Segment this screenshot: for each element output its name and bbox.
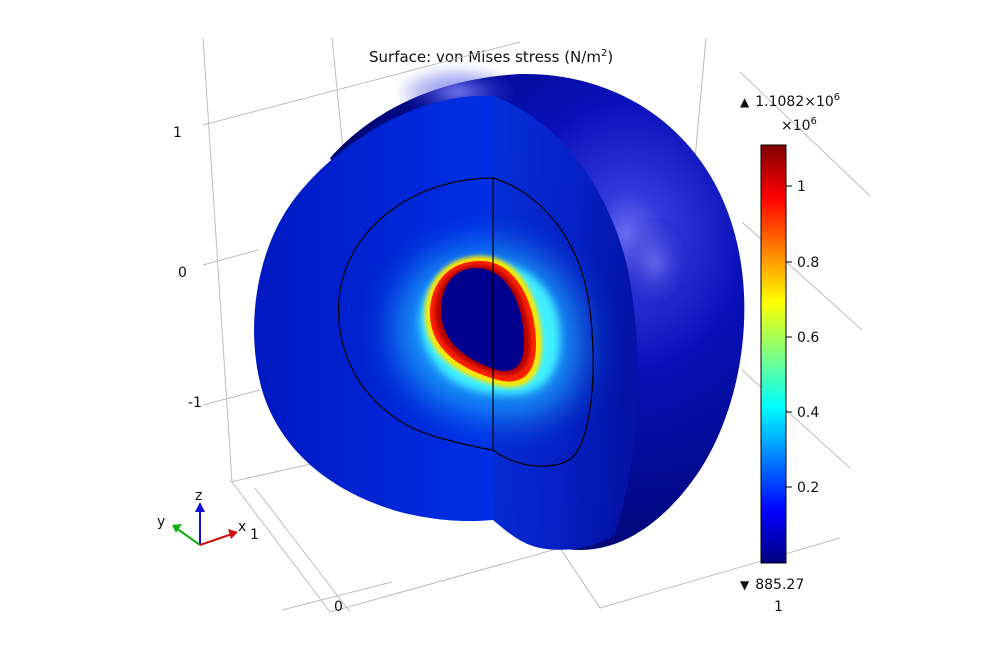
plot-title: Surface: von Mises stress (N/m2)	[369, 48, 614, 66]
colorbar-max-label: ▲ 1.1082×106	[740, 92, 841, 110]
z-tick-1: 1	[173, 125, 182, 141]
colorbar-tick-0.8: 0.8	[797, 255, 819, 271]
triad-x-label: x	[238, 519, 246, 535]
colorbar	[760, 144, 787, 564]
axis-triad: z y x 1	[157, 488, 259, 546]
triad-z-label: z	[195, 488, 202, 504]
colorbar-tick-1: 1	[797, 179, 806, 195]
colorbar-min-label: ▼ 885.27	[740, 577, 805, 593]
colorbar-tick-0.4: 0.4	[797, 405, 819, 421]
color-legend: 1 0.8 0.6 0.4 0.2	[760, 144, 819, 564]
triad-x-tick: 1	[250, 527, 259, 543]
z-tick-neg1: -1	[188, 395, 202, 411]
colorbar-tick-0.6: 0.6	[797, 330, 819, 346]
colorbar-tick-0.2: 0.2	[797, 480, 819, 496]
x-tick-0: 0	[334, 599, 343, 615]
triangle-up-icon: ▲	[740, 95, 750, 109]
sphere-cut-faces	[254, 95, 638, 550]
triangle-down-icon: ▼	[740, 578, 750, 592]
z-tick-0: 0	[178, 265, 187, 281]
x-tick-1: 1	[774, 599, 783, 615]
triad-y-label: y	[157, 514, 165, 530]
z-axis-ticks: 1 0 -1 0 1	[173, 125, 783, 615]
colorbar-multiplier: ×106	[781, 116, 817, 134]
